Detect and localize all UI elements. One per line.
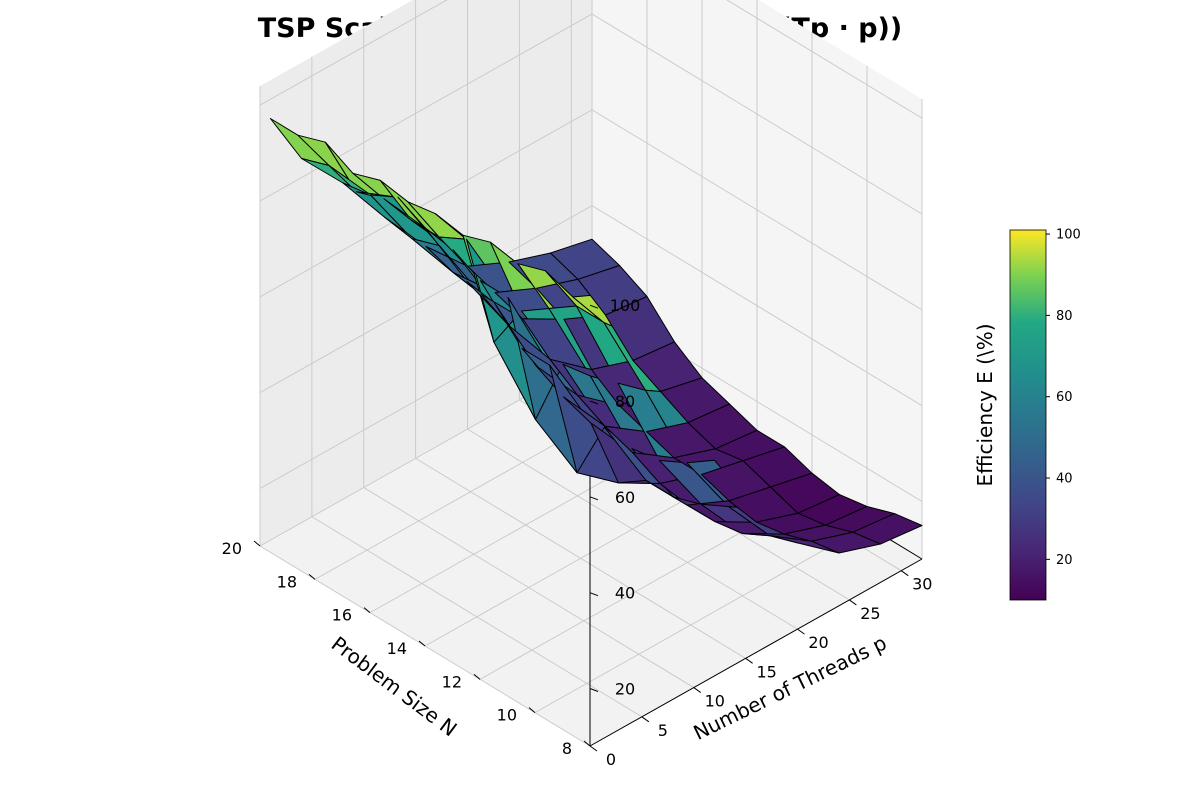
x-tick-mark (583, 740, 591, 747)
y-tick-label: 5 (658, 721, 668, 740)
z-tick-mark (589, 592, 599, 597)
z-tick-mark (589, 304, 599, 309)
z-tick-label: 20 (615, 680, 635, 699)
y-grid-line-floor (311, 516, 643, 718)
y-grid-line-floor (415, 457, 746, 659)
z-grid-line-left (259, 109, 593, 298)
x-tick-label: 18 (277, 572, 297, 591)
z-tick-mark (589, 496, 599, 501)
colorbar-gradient (1009, 229, 1047, 601)
x-tick-mark (418, 640, 426, 647)
surface-patch (852, 513, 923, 545)
y-tick-mark (641, 716, 650, 723)
colorbar-tick-label: 20 (1056, 553, 1073, 568)
x-tick-label: 20 (222, 539, 242, 558)
y-tick-label: 10 (705, 692, 725, 711)
z-tick-mark (589, 688, 599, 692)
colorbar-tick-label: 60 (1056, 390, 1073, 405)
surface-mesh (269, 118, 923, 554)
z-tick-label: 40 (615, 584, 635, 603)
z-grid-line-left (259, 0, 448, 106)
z-tick-label: 100 (610, 296, 641, 315)
y-tick-mark (745, 657, 753, 664)
x-tick-mark (308, 573, 316, 580)
tick-labels: 8 10 12 14 16 18 20 0 5 10 15 20 25 30 20 40 60 80 100 (222, 296, 933, 769)
x-tick-label: 8 (562, 739, 572, 758)
z-tick-label: 80 (615, 392, 635, 411)
y-axis-line (589, 558, 923, 747)
back-left-pane (260, 0, 592, 546)
colorbar-tick-label: 100 (1056, 228, 1081, 243)
y-tick-mark (589, 745, 598, 752)
y-tick-label: 15 (756, 662, 776, 681)
x-tick-mark (528, 707, 536, 714)
y-tick-label: 30 (912, 575, 932, 594)
x-tick-label: 16 (332, 606, 352, 625)
z-tick-label: 60 (615, 488, 635, 507)
z-grid-line-left (259, 205, 593, 394)
z-axis-label: Efficiency E (\%) (973, 323, 997, 486)
y-tick-label: 20 (808, 633, 828, 652)
colorbar-tick-label: 40 (1056, 472, 1073, 487)
y-grid-line-floor (467, 428, 798, 630)
x-tick-label: 14 (387, 639, 407, 658)
x-tick-mark (253, 540, 261, 547)
z-grid-line-left (259, 13, 593, 202)
colorbar: 20 40 60 80 100 (1009, 228, 1081, 601)
z-tick-mark (589, 400, 599, 405)
y-grid-line-floor (363, 487, 694, 688)
x-tick-mark (363, 607, 371, 614)
x-tick-mark (473, 673, 481, 680)
y-tick-mark (693, 687, 702, 693)
y-tick-mark (797, 628, 805, 635)
x-tick-label: 10 (497, 706, 517, 725)
y-tick-label: 25 (860, 604, 880, 623)
y-tick-mark (849, 599, 857, 606)
colorbar-tick-label: 80 (1056, 309, 1073, 324)
x-tick-label: 12 (442, 672, 462, 691)
y-tick-mark (900, 570, 909, 577)
y-tick-label: 0 (606, 750, 616, 769)
